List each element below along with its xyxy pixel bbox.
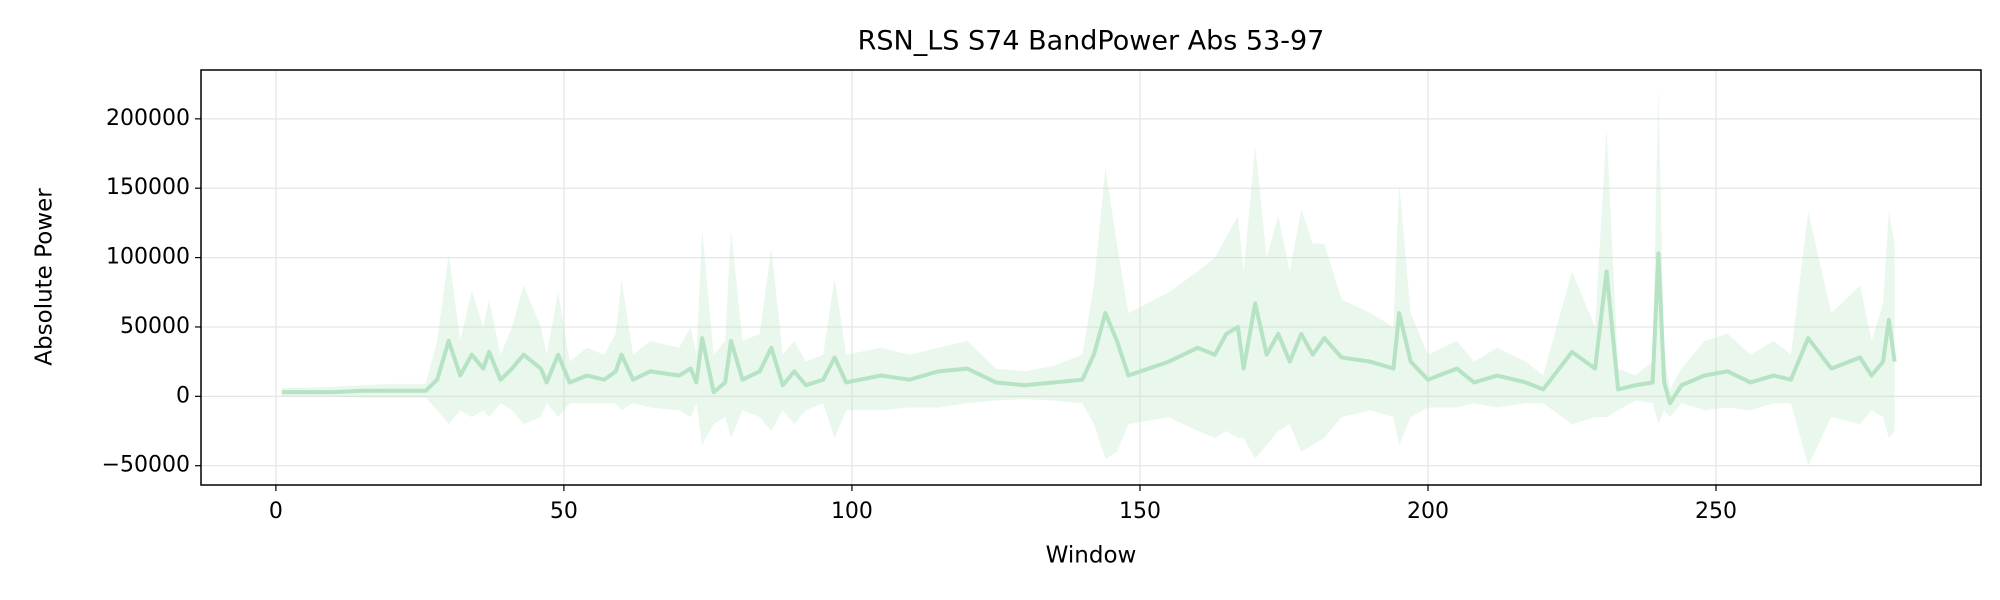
mean-line: [281, 251, 1897, 406]
x-tick-label: 100: [831, 499, 873, 524]
x-tick-label: 50: [550, 499, 578, 524]
y-tick-label: 50000: [120, 314, 190, 339]
y-tick-label: 100000: [106, 245, 190, 270]
x-tick-label: 250: [1695, 499, 1737, 524]
x-tick-label: 0: [269, 499, 283, 524]
chart-title: RSN_LS S74 BandPower Abs 53-97: [858, 26, 1325, 57]
std-band: [281, 88, 1895, 466]
x-axis-label: Window: [1046, 543, 1137, 569]
y-axis-label: Absolute Power: [32, 188, 58, 366]
y-tick-label: −50000: [102, 453, 190, 478]
plot-frame: [200, 69, 1982, 486]
x-tick-label: 150: [1119, 499, 1161, 524]
y-tick-label: 200000: [106, 106, 190, 131]
x-tick-label: 200: [1407, 499, 1449, 524]
y-tick-label: 150000: [106, 175, 190, 200]
y-tick-label: 0: [176, 383, 190, 408]
